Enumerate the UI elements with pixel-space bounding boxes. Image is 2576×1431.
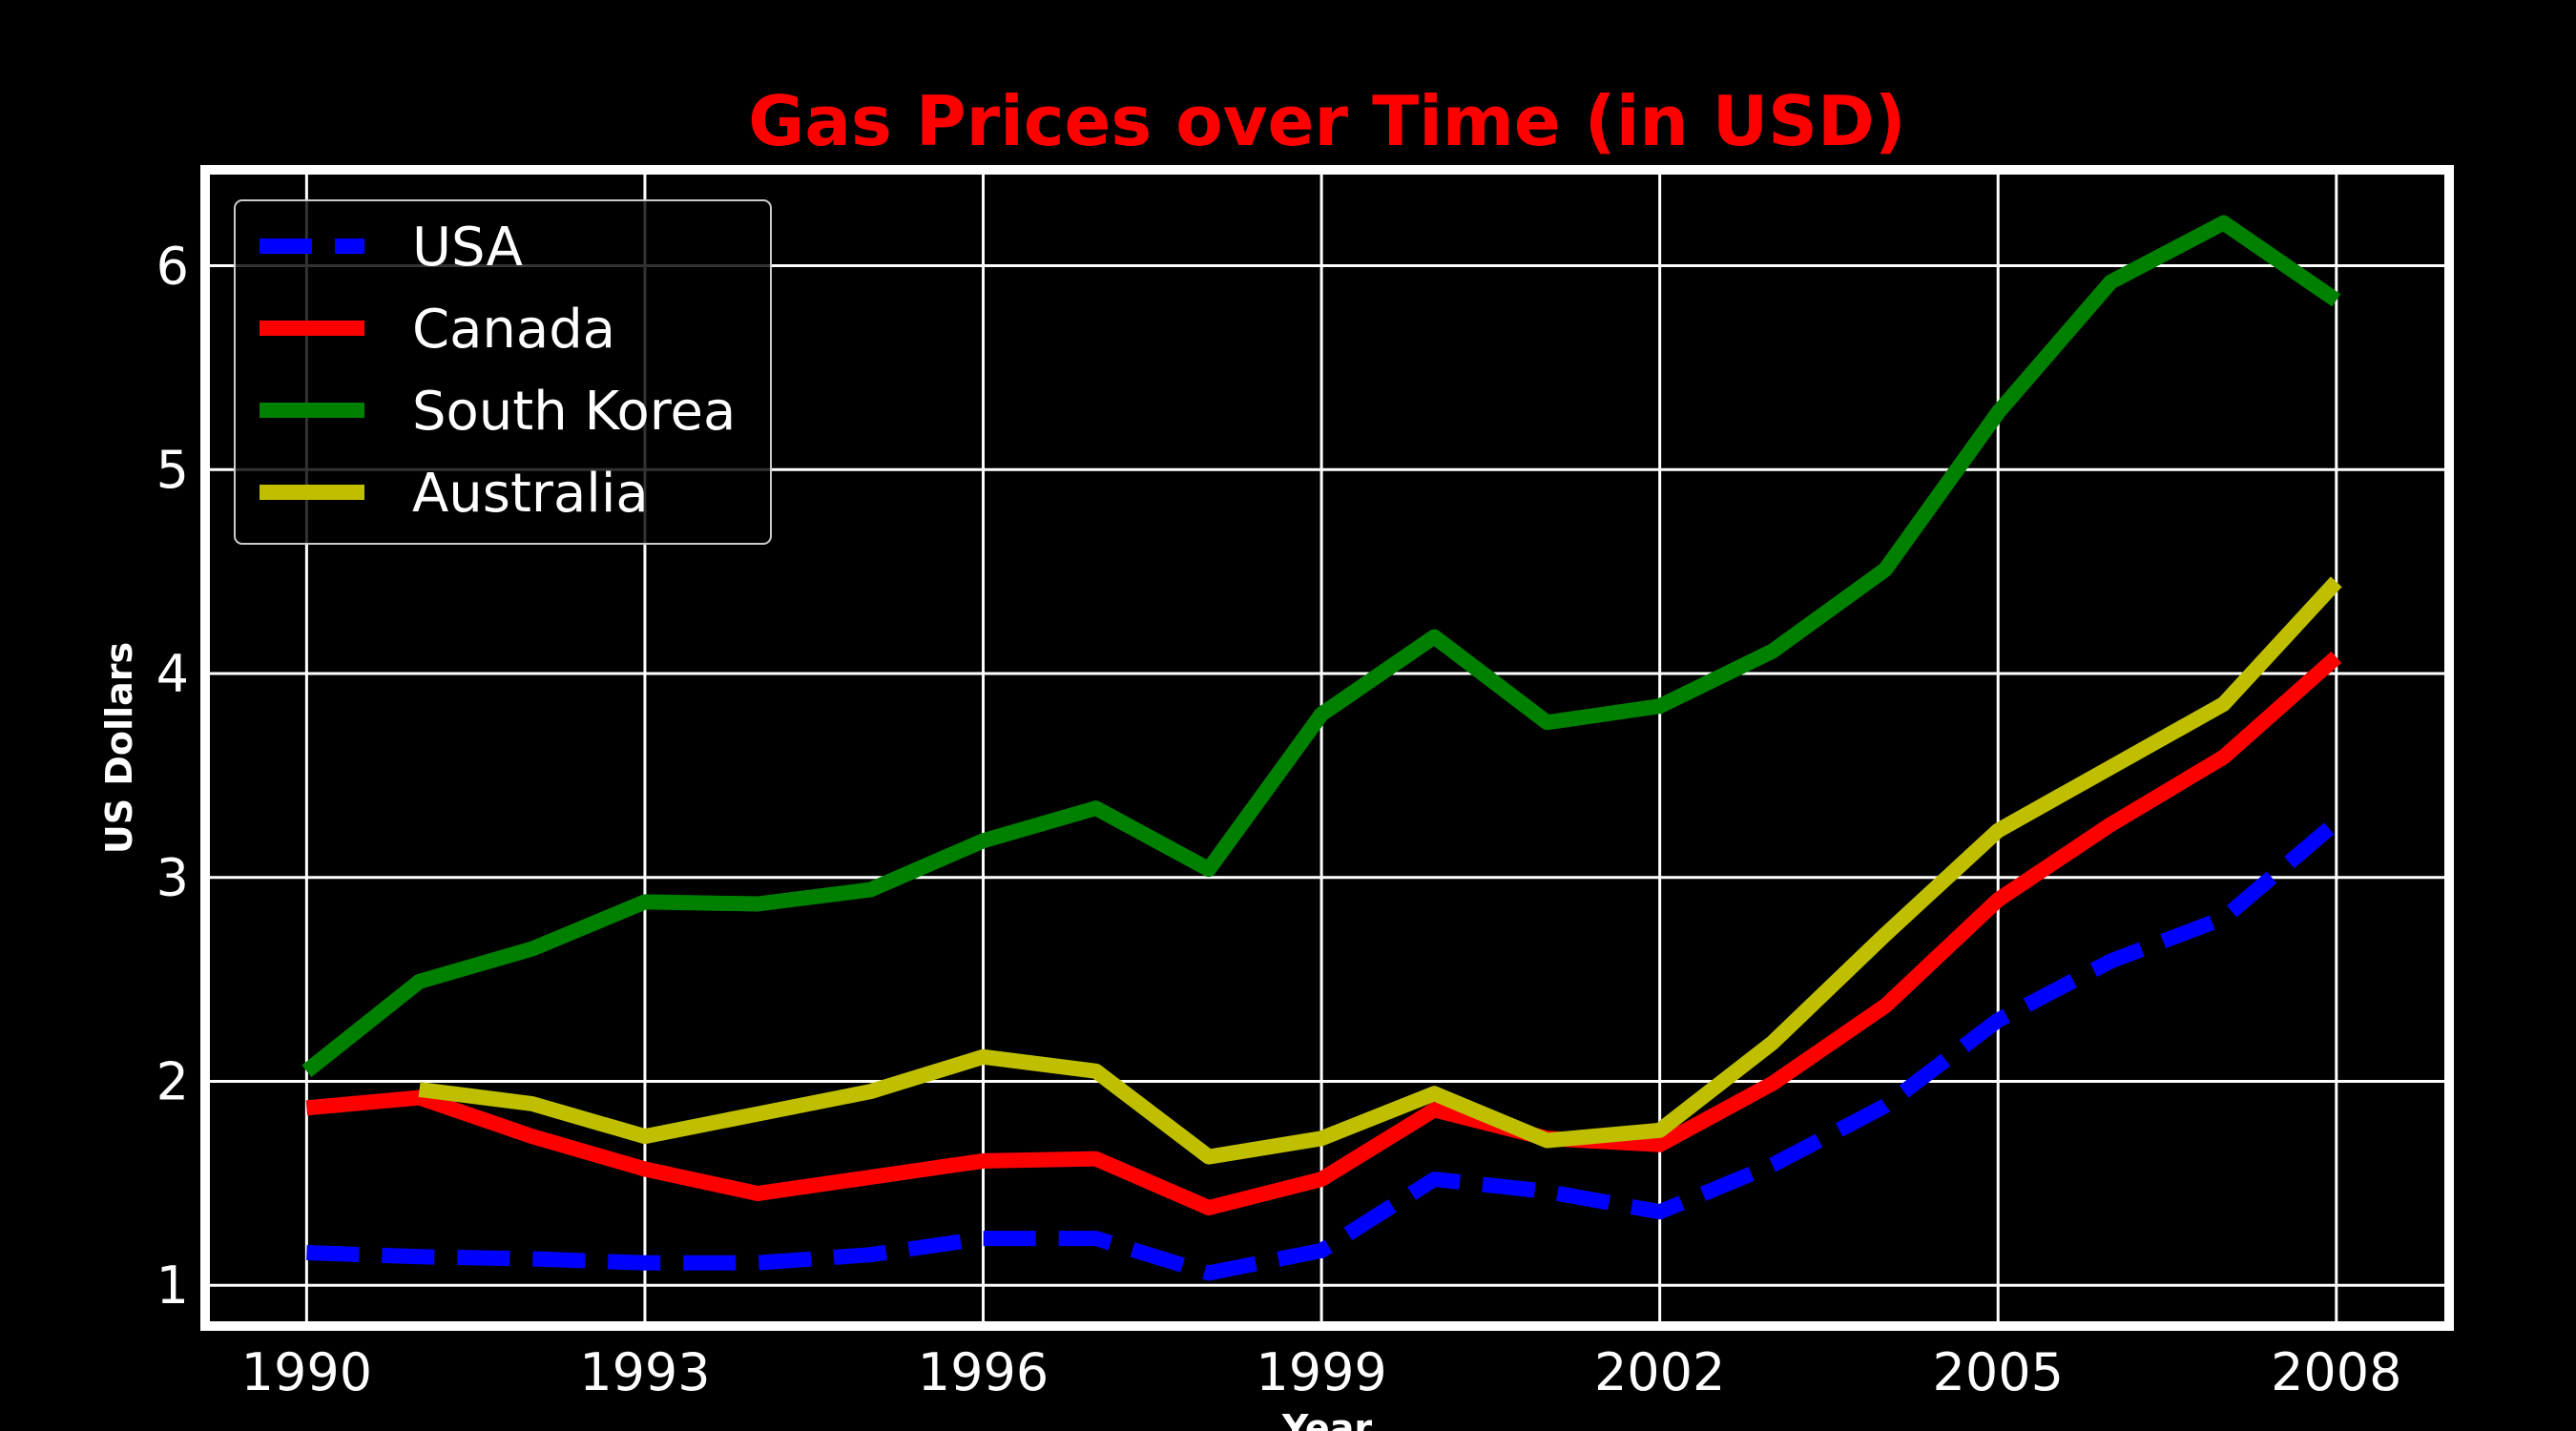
legend: USA Canada South Korea Australia — [234, 199, 772, 545]
y-axis-label: US Dollars — [98, 642, 140, 854]
series-line-australia — [418, 576, 2342, 1165]
legend-label: Canada — [412, 299, 615, 361]
x-tick-label: 1990 — [241, 1342, 372, 1402]
legend-box — [234, 199, 772, 545]
y-tick-label: 2 — [156, 1051, 189, 1111]
series-line-canada — [305, 651, 2342, 1215]
x-axis-label: Year — [1281, 1407, 1372, 1431]
x-tick-label: 2005 — [1933, 1342, 2064, 1402]
x-tick-label: 2002 — [1594, 1342, 1725, 1402]
grid-lines — [205, 170, 2449, 1326]
x-tick-label: 1996 — [918, 1342, 1049, 1402]
y-tick-label: 3 — [156, 848, 189, 908]
legend-label: Australia — [412, 463, 649, 525]
chart-title: Gas Prices over Time (in USD) — [748, 81, 1905, 161]
series-lines — [301, 215, 2342, 1281]
series-line-usa — [306, 816, 2341, 1281]
y-tick-label: 4 — [156, 644, 189, 704]
x-tick-label: 2008 — [2271, 1342, 2401, 1402]
legend-label: South Korea — [412, 381, 736, 443]
axis-ticks: 1990 1993 1996 1999 2002 2005 2008 1 2 3 4 5 6 — [156, 236, 2402, 1402]
legend-label: USA — [412, 217, 523, 279]
y-tick-label: 6 — [156, 236, 189, 296]
y-tick-label: 1 — [156, 1255, 189, 1316]
series-line-south-korea — [301, 215, 2341, 1078]
plot-frame — [200, 165, 2454, 1331]
y-tick-label: 5 — [156, 440, 189, 500]
x-tick-label: 1999 — [1256, 1342, 1386, 1402]
x-tick-label: 1993 — [579, 1342, 710, 1402]
